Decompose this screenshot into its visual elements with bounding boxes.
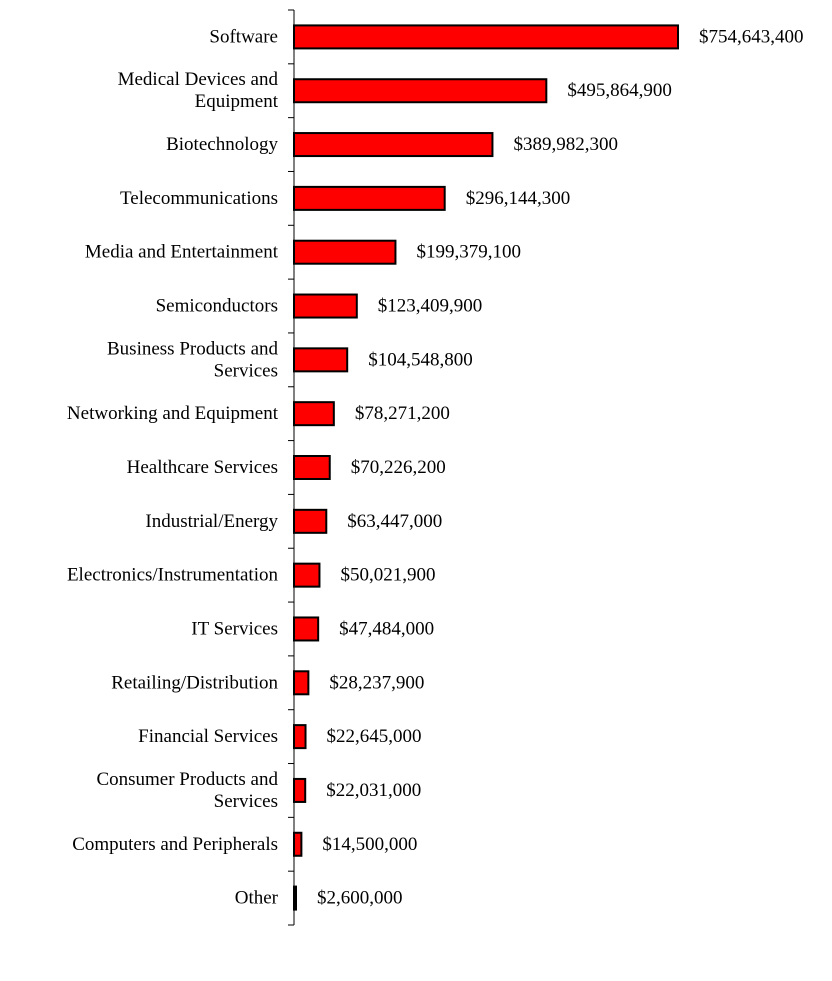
- category-label-line: Medical Devices and: [118, 69, 279, 90]
- category-labels: Software Medical Devices and Equipment Biot…: [67, 26, 279, 908]
- category-label-line: Other: [235, 888, 279, 909]
- category-label-line: Business Products and: [107, 338, 279, 359]
- bar: [293, 508, 328, 534]
- category-label: Other: [235, 888, 279, 909]
- value-label: $28,237,900: [329, 672, 424, 693]
- value-label: $22,645,000: [327, 726, 422, 747]
- bar: [293, 293, 358, 319]
- category-label: Computers and Peripherals: [72, 834, 278, 855]
- category-label: Semiconductors: [156, 296, 278, 317]
- bar: [293, 78, 548, 104]
- bar: [293, 347, 349, 373]
- value-label: $389,982,300: [513, 134, 618, 155]
- category-label-line: Healthcare Services: [127, 457, 278, 478]
- value-label: $2,600,000: [317, 888, 403, 909]
- category-label: Financial Services: [138, 726, 278, 747]
- value-label: $495,864,900: [567, 80, 672, 101]
- bar: [293, 724, 307, 750]
- value-label: $78,271,200: [355, 403, 450, 424]
- category-label-line: Networking and Equipment: [67, 403, 279, 424]
- category-label: Biotechnology: [166, 134, 278, 155]
- category-label: Medical Devices and Equipment: [118, 69, 279, 112]
- category-label: Electronics/Instrumentation: [67, 565, 279, 586]
- value-label: $22,031,000: [326, 780, 421, 801]
- category-label-line: Computers and Peripherals: [72, 834, 278, 855]
- bar: [293, 455, 331, 480]
- bar: [293, 831, 303, 857]
- bar: [293, 616, 320, 642]
- category-label: Telecommunications: [120, 188, 278, 209]
- value-label: $70,226,200: [351, 457, 446, 478]
- bar: [293, 24, 679, 50]
- category-label: IT Services: [191, 618, 278, 639]
- value-label: $104,548,800: [368, 349, 473, 370]
- value-label: $47,484,000: [339, 618, 434, 639]
- value-label: $199,379,100: [416, 242, 521, 263]
- category-label: Retailing/Distribution: [111, 672, 278, 693]
- value-label: $14,500,000: [322, 834, 417, 855]
- bar: [293, 132, 494, 158]
- bar: [293, 185, 446, 211]
- bar: [293, 777, 307, 803]
- category-label: Healthcare Services: [127, 457, 278, 478]
- category-label-line: Equipment: [195, 91, 279, 112]
- category-label-line: Services: [214, 791, 278, 812]
- category-label-line: Industrial/Energy: [145, 511, 278, 532]
- category-label-line: Media and Entertainment: [85, 242, 279, 263]
- category-label: Industrial/Energy: [145, 511, 278, 532]
- value-label: $50,021,900: [340, 565, 435, 586]
- category-label-line: Software: [209, 26, 278, 47]
- value-labels: $754,643,400 $495,864,900 $389,982,300 $296…: [317, 26, 804, 908]
- category-label: Business Products and Services: [107, 338, 279, 381]
- category-label-line: Semiconductors: [156, 296, 278, 317]
- category-label-line: Telecommunications: [120, 188, 278, 209]
- category-label-line: Services: [214, 360, 278, 381]
- bar: [293, 562, 321, 588]
- value-label: $754,643,400: [699, 26, 804, 47]
- category-label-line: Financial Services: [138, 726, 278, 747]
- category-label-line: Consumer Products and: [96, 769, 278, 790]
- category-label-line: Biotechnology: [166, 134, 278, 155]
- value-label: $63,447,000: [347, 511, 442, 532]
- category-label: Software: [209, 26, 278, 47]
- category-label-line: Retailing/Distribution: [111, 672, 278, 693]
- bar: [293, 885, 297, 911]
- category-label: Consumer Products and Services: [96, 769, 278, 812]
- value-label: $296,144,300: [466, 188, 570, 209]
- value-label: $123,409,900: [378, 296, 483, 317]
- bars-layer: [293, 24, 679, 911]
- bar: [293, 401, 335, 427]
- category-label-line: Electronics/Instrumentation: [67, 565, 279, 586]
- bar: [293, 670, 310, 696]
- category-label-line: IT Services: [191, 618, 278, 639]
- category-label: Networking and Equipment: [67, 403, 279, 424]
- category-label: Media and Entertainment: [85, 242, 279, 263]
- bar: [293, 239, 397, 265]
